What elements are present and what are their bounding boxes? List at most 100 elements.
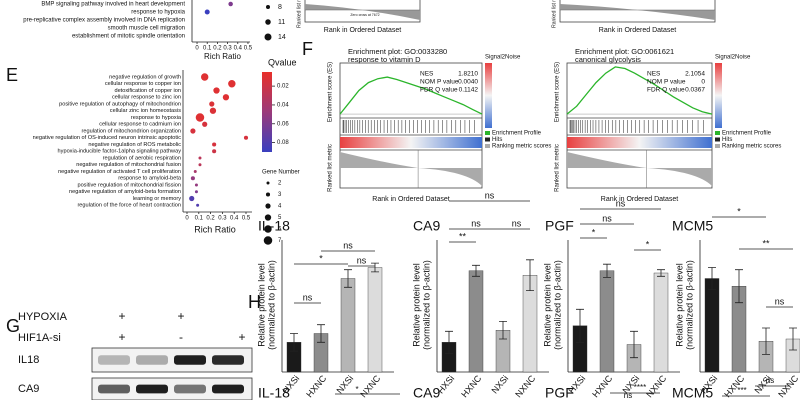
error-bar — [657, 269, 665, 277]
condition-sign: - — [179, 330, 183, 344]
dot — [212, 142, 217, 147]
stat-value: 0.0367 — [685, 87, 705, 94]
significance-label: * — [592, 227, 596, 237]
chart-title: MCM5 — [672, 218, 713, 234]
x-tick-label: 0.4 — [234, 46, 243, 52]
significance-label: ns — [357, 255, 367, 265]
error-bar — [371, 262, 379, 273]
term-label: regulation of mitochondrion organization — [81, 128, 181, 134]
stat-value: 2.1054 — [685, 71, 705, 78]
size-legend-dot — [266, 5, 270, 9]
stat-label: NOM P value — [647, 79, 686, 86]
size-legend-label: 4 — [278, 204, 282, 210]
error-bar — [526, 259, 534, 291]
significance-label: * — [646, 239, 650, 249]
blot-band — [212, 384, 244, 394]
legend-label: Enrichment Profile — [722, 131, 772, 137]
size-legend-dot — [265, 19, 271, 25]
dot — [212, 149, 217, 154]
legend-swatch — [485, 137, 490, 142]
stat-value: 1.8210 — [458, 71, 478, 78]
significance-label: ns — [602, 213, 612, 223]
significance-label: ns — [766, 376, 774, 385]
term-label: BMP signaling pathway involved in heart … — [41, 2, 185, 8]
bar — [704, 278, 720, 373]
metric-area — [305, 4, 420, 20]
dot — [204, 9, 210, 15]
error-bar — [630, 330, 638, 359]
x-axis-label: Rich Ratio — [194, 224, 236, 234]
legend-gradient — [485, 63, 492, 128]
metric-area — [567, 152, 712, 186]
x-axis-label: Rank in Ordered Dataset — [324, 27, 401, 34]
annotation: Zero cross at 7672 — [350, 13, 379, 17]
x-tick-label: NXNC — [644, 373, 668, 399]
x-tick-label: NXSi — [490, 373, 511, 395]
size-legend-label: 5 — [278, 215, 282, 221]
legend-swatch — [485, 131, 490, 135]
significance-label: ns — [624, 391, 632, 400]
x-axis-label: Rank in Ordered Dataset — [372, 196, 449, 203]
x-tick-label: NXNC — [513, 373, 537, 399]
blot-band — [98, 355, 130, 365]
x-tick-label: 0.2 — [213, 46, 222, 52]
chart-title: CA9 — [413, 385, 440, 400]
error-bar — [789, 327, 797, 351]
rank-gradient — [340, 137, 482, 148]
y-axis-label: (normalized to β-actin) — [266, 260, 276, 350]
stat-value: 0.0040 — [458, 79, 478, 86]
dot — [198, 156, 202, 160]
dot — [198, 163, 202, 167]
error-bar — [317, 324, 325, 343]
legend-gradient — [715, 63, 722, 128]
significance-label: * — [355, 385, 358, 394]
x-tick-label: 0 — [185, 216, 189, 222]
plot-title: Enrichment plot: GO:0033280 — [348, 47, 447, 56]
blot-band — [212, 355, 244, 365]
y-axis-label: (normalized to β-actin) — [684, 260, 694, 350]
panel-label: E — [6, 65, 18, 85]
legend-swatch — [715, 137, 720, 142]
x-tick-label: 0 — [195, 46, 199, 52]
term-label: negative regulation of growth — [109, 74, 181, 80]
condition-label: HIF1A-si — [18, 332, 61, 344]
legend-label: Ranking metric scores — [722, 144, 781, 150]
metric-area — [560, 4, 715, 20]
x-tick-label: 0.4 — [230, 216, 239, 222]
dot — [228, 80, 236, 88]
significance-label: ns — [512, 218, 522, 228]
term-label: cellular response to copper ion — [105, 81, 181, 87]
y-axis-label: Relative protein level — [256, 263, 266, 347]
size-legend-label: 6 — [278, 227, 282, 233]
term-label: learning or memory — [133, 196, 181, 202]
panel-label: F — [302, 39, 313, 59]
chart-title: CA9 — [413, 218, 440, 234]
x-tick-label: 0.5 — [244, 46, 253, 52]
error-bar — [576, 308, 584, 343]
error-bar — [499, 321, 507, 340]
term-label: cellular response to zinc ion — [112, 95, 181, 101]
size-legend-dot — [265, 192, 271, 197]
dot — [196, 203, 200, 207]
significance-label: ns — [471, 218, 481, 228]
x-axis-label: Rank in Ordered Dataset — [599, 27, 676, 34]
size-legend-label: 3 — [278, 192, 282, 198]
bar — [653, 272, 669, 373]
x-axis-label: Rich Ratio — [204, 52, 241, 61]
blot-band — [174, 355, 206, 365]
x-tick-label: NXSi — [335, 373, 356, 395]
stat-label: NES — [420, 71, 434, 78]
blot-frame — [91, 377, 253, 400]
colorbar-tick-label: 0.06 — [277, 121, 289, 127]
error-bar — [290, 333, 298, 352]
term-label: cellular zinc ion homeostasis — [110, 108, 181, 114]
legend-label: Hits — [722, 137, 732, 143]
blot-band — [136, 384, 168, 394]
term-label: establishment of mitotic spindle orienta… — [72, 34, 185, 40]
plot-subtitle: response to vitamin D — [348, 55, 421, 64]
term-label: negative regulation of mitochondrial fus… — [76, 162, 181, 168]
significance-label: ** — [762, 238, 770, 248]
blot-band — [98, 384, 130, 394]
term-label: regulation of aerobic respiration — [103, 155, 181, 161]
dot — [209, 107, 217, 114]
